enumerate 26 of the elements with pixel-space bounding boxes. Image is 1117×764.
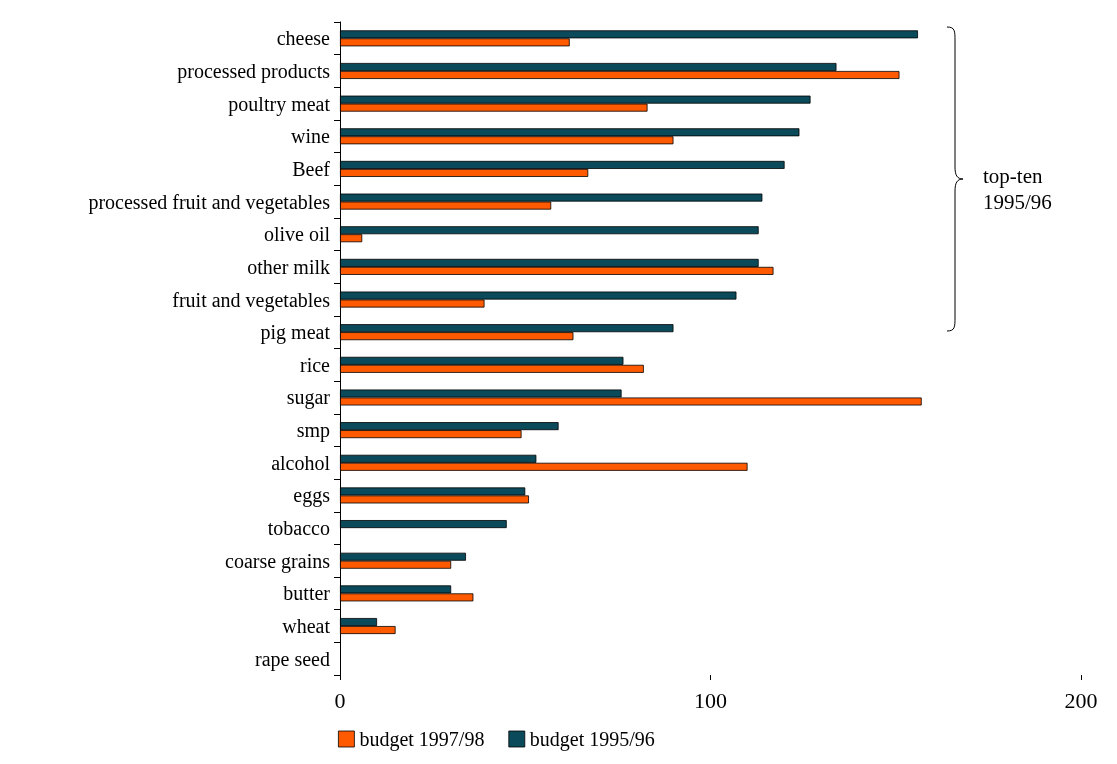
y-tick-label: cheese bbox=[276, 27, 331, 50]
x-tick-label: 100 bbox=[694, 687, 727, 713]
y-tick-label: other milk bbox=[247, 255, 330, 278]
y-tick-label: alcohol bbox=[271, 451, 331, 474]
y-tick-label: wheat bbox=[282, 615, 331, 638]
x-tick-label: 0 bbox=[334, 687, 346, 713]
y-tick-label: eggs bbox=[293, 484, 331, 508]
y-tick-label: coarse grains bbox=[225, 549, 331, 573]
y-tick-label: Beef bbox=[292, 157, 331, 180]
y-tick-label: butter bbox=[283, 582, 331, 605]
y-tick-label: pig meat bbox=[260, 321, 331, 345]
y-tick-label: processed products bbox=[177, 59, 331, 83]
y-tick-label: olive oil bbox=[263, 223, 331, 246]
y-tick-label: rice bbox=[300, 353, 331, 376]
y-tick-label: poultry meat bbox=[228, 92, 331, 116]
x-tick-label: 200 bbox=[1064, 687, 1098, 713]
y-tick-label: fruit and vegetables bbox=[172, 288, 331, 312]
annotation: top-ten 1995/96 bbox=[983, 164, 1052, 214]
legend-label: budget 1997/98 bbox=[359, 728, 485, 751]
y-tick-label: processed fruit and vegetables bbox=[88, 190, 331, 214]
y-tick-label: rape seed bbox=[255, 647, 330, 671]
y-tick-label: smp bbox=[296, 419, 330, 443]
y-tick-label: tobacco bbox=[267, 517, 330, 540]
y-tick-label: wine bbox=[291, 125, 331, 148]
legend-label: budget 1995/96 bbox=[529, 728, 655, 751]
y-tick-label: sugar bbox=[286, 386, 331, 410]
